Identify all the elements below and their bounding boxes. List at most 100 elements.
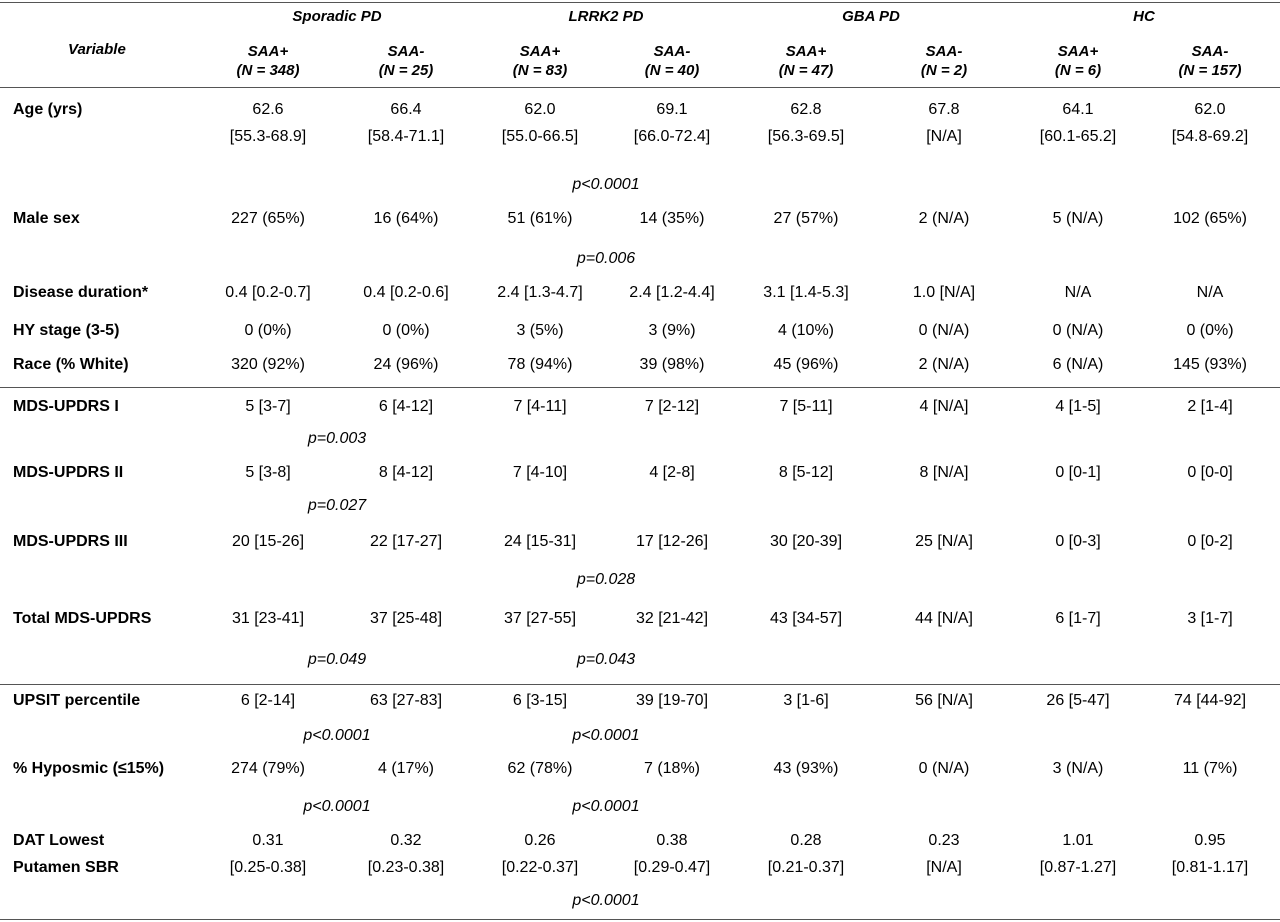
table-cell: 8 [4-12] [378, 464, 434, 481]
table-cell: 14 (35%) [639, 210, 705, 227]
row-label: DAT Lowest [13, 832, 105, 849]
table-cell-range: [0.87-1.27] [1039, 859, 1117, 876]
variable-header: Variable [68, 41, 126, 58]
p-value: p<0.0001 [303, 798, 371, 815]
table-cell: 24 [15-31] [503, 533, 577, 550]
table-cell: 0.23 [928, 832, 960, 849]
table-cell: 8 [5-12] [778, 464, 834, 481]
table-cell: 62.8 [790, 101, 822, 118]
subheader: SAA+ (N = 83) [512, 43, 568, 79]
table-cell-range: [58.4-71.1] [367, 128, 445, 145]
table-cell: 22 [17-27] [369, 533, 443, 550]
table-cell: 3 (N/A) [1052, 760, 1104, 777]
row-label: MDS-UPDRS II [13, 464, 124, 481]
row-label: HY stage (3-5) [13, 322, 120, 339]
row-label: Race (% White) [13, 356, 129, 373]
table-cell-range: [0.25-0.38] [229, 859, 307, 876]
table-cell: 69.1 [656, 101, 688, 118]
table-cell: 0.32 [390, 832, 422, 849]
table-cell: 30 [20-39] [769, 533, 843, 550]
subheader: SAA+ (N = 47) [778, 43, 834, 79]
table-cell: 6 [4-12] [378, 398, 434, 415]
row-label-line2: Putamen SBR [13, 859, 119, 876]
table-cell: 7 [4-10] [512, 464, 568, 481]
table-cell: 6 (N/A) [1052, 356, 1104, 373]
subheader: SAA+ (N = 348) [236, 43, 300, 79]
p-value: p<0.0001 [303, 727, 371, 744]
row-label: MDS-UPDRS III [13, 533, 128, 550]
subheader: SAA- (N = 157) [1178, 43, 1242, 79]
table-cell: 0 (N/A) [1052, 322, 1104, 339]
table-cell: 67.8 [928, 101, 960, 118]
p-value: p<0.0001 [572, 727, 640, 744]
rule-section-1 [0, 387, 1280, 388]
row-label: Male sex [13, 210, 80, 227]
table-cell: 0 (0%) [1186, 322, 1234, 339]
table-cell: 63 [27-83] [369, 692, 443, 709]
table-cell: 39 [19-70] [635, 692, 709, 709]
table-cell: 78 (94%) [507, 356, 573, 373]
table-cell: 320 (92%) [231, 356, 305, 373]
table-cell: 11 (7%) [1182, 760, 1238, 777]
rule-header [0, 87, 1280, 88]
table-cell: 16 (64%) [373, 210, 439, 227]
table-cell: 2.4 [1.3-4.7] [497, 284, 583, 301]
table-cell: 2 [1-4] [1187, 398, 1233, 415]
table-cell: 2 (N/A) [918, 210, 970, 227]
table-cell: 0.95 [1194, 832, 1226, 849]
table-cell: 37 [25-48] [369, 610, 443, 627]
table-cell-range: [55.0-66.5] [501, 128, 579, 145]
table-cell: 3 [1-7] [1187, 610, 1233, 627]
table-cell: 74 [44-92] [1173, 692, 1247, 709]
table-cell: 0.4 [0.2-0.7] [225, 284, 311, 301]
table-cell: 43 [34-57] [769, 610, 843, 627]
table-cell: 0 [0-3] [1055, 533, 1101, 550]
table-cell-range: [0.81-1.17] [1171, 859, 1249, 876]
p-value: p<0.0001 [572, 798, 640, 815]
p-value: p<0.0001 [572, 176, 640, 193]
row-label: UPSIT percentile [13, 692, 141, 709]
table-cell: 51 (61%) [507, 210, 573, 227]
table-cell-range: [0.22-0.37] [501, 859, 579, 876]
table-cell-range: [0.21-0.37] [767, 859, 845, 876]
table-cell: 4 [N/A] [919, 398, 969, 415]
table-cell: 0 (N/A) [918, 760, 970, 777]
row-label: Age (yrs) [13, 101, 83, 118]
table-cell: 0.38 [656, 832, 688, 849]
table-cell-range: [56.3-69.5] [767, 128, 845, 145]
table-cell: 0.28 [790, 832, 822, 849]
table-cell: 39 (98%) [639, 356, 705, 373]
table-cell-range: [0.23-0.38] [367, 859, 445, 876]
subheader: SAA- (N = 25) [378, 43, 434, 79]
table-cell: 145 (93%) [1173, 356, 1247, 373]
table-cell: 227 (65%) [231, 210, 305, 227]
row-label: Total MDS-UPDRS [13, 610, 152, 627]
table-cell: 37 [27-55] [503, 610, 577, 627]
table-cell: 5 [3-7] [245, 398, 291, 415]
table-cell: 0 (N/A) [918, 322, 970, 339]
table-cell: 3 (9%) [648, 322, 696, 339]
table-cell: 4 (10%) [777, 322, 835, 339]
table-cell: 7 [4-11] [513, 398, 567, 415]
group-lrrk2-pd: LRRK2 PD [568, 8, 644, 25]
table-cell: 45 (96%) [773, 356, 839, 373]
table-cell-range: [N/A] [926, 859, 962, 876]
table-cell: 62.0 [524, 101, 556, 118]
table-cell: 0.4 [0.2-0.6] [363, 284, 449, 301]
table-cell-range: [55.3-68.9] [229, 128, 307, 145]
table-cell: 2 (N/A) [918, 356, 970, 373]
table-cell-range: [66.0-72.4] [633, 128, 711, 145]
rule-bottom [0, 919, 1280, 920]
table-cell: 1.01 [1062, 832, 1094, 849]
table-cell: 62 (78%) [507, 760, 573, 777]
table-cell: 66.4 [390, 101, 422, 118]
table-cell: 3.1 [1.4-5.3] [763, 284, 849, 301]
p-value: p=0.049 [307, 651, 367, 668]
group-sporadic-pd: Sporadic PD [292, 8, 382, 25]
table-cell: 6 [1-7] [1055, 610, 1101, 627]
table-cell: 20 [15-26] [231, 533, 305, 550]
table-cell: 43 (93%) [773, 760, 839, 777]
table-cell: 27 (57%) [773, 210, 839, 227]
table-cell-range: [54.8-69.2] [1171, 128, 1249, 145]
table-cell: 0 [0-1] [1055, 464, 1101, 481]
